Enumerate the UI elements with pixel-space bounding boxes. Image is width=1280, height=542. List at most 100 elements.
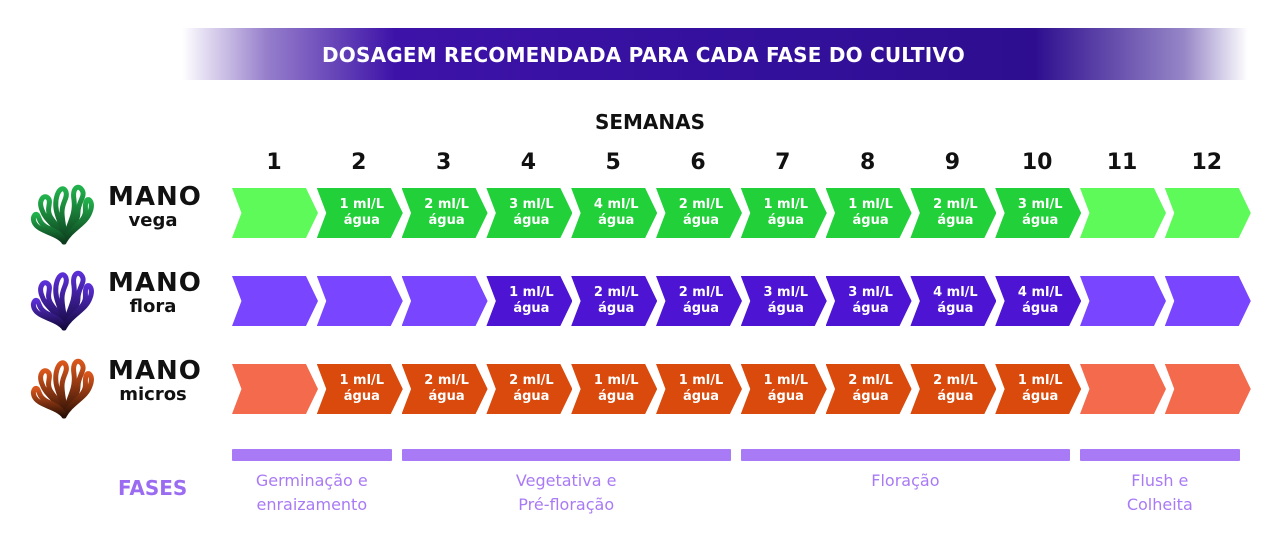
week-number: 11	[1106, 150, 1138, 175]
phase-bar	[1080, 449, 1240, 461]
dosage-cell	[1080, 276, 1166, 326]
week-number: 10	[1021, 150, 1053, 175]
dosage-cell: 2 ml/L água	[825, 364, 912, 414]
dosage-cell: 3 ml/L água	[825, 276, 912, 326]
brand-name: MANO	[108, 356, 202, 386]
product-logo-vega: MANO vega	[28, 176, 218, 246]
plant-logo-icon	[31, 270, 94, 331]
dosage-cell: 1 ml/L água	[571, 364, 658, 414]
phase-label: Vegetativa e Pré-floração	[515, 471, 617, 514]
dosage-cell: 2 ml/L água	[910, 188, 997, 238]
plant-logo-icon	[31, 184, 94, 245]
dosage-cell: 1 ml/L água	[316, 188, 403, 238]
product-name: flora	[129, 296, 177, 317]
brand-name: MANO	[108, 182, 202, 212]
dosage-row-vega: 1 ml/L água 2 ml/L água 3 ml/L água 4 ml/L …	[0, 188, 1280, 238]
dosage-cell: 4 ml/L água	[910, 276, 997, 326]
dosage-cell: 2 ml/L água	[656, 188, 742, 238]
phases-label: FASES	[118, 476, 188, 500]
title-banner: DOSAGEM RECOMENDADA PARA CADA FASE DO CU…	[182, 28, 1248, 80]
week-number: 12	[1191, 150, 1223, 175]
dosage-cell	[1080, 188, 1166, 238]
dosage-text: 4 ml/L água	[1017, 285, 1063, 316]
dosage-cell: 4 ml/L água	[571, 188, 658, 238]
dosage-cell	[1080, 364, 1166, 414]
dosage-text: 1 ml/L água	[1017, 373, 1063, 404]
week-number: 5	[605, 150, 621, 175]
dosage-cell: 2 ml/L água	[910, 364, 997, 414]
dosage-cell	[1164, 188, 1251, 238]
dosage-cell: 1 ml/L água	[825, 188, 912, 238]
dosage-text: 3 ml/L água	[848, 285, 893, 316]
dosage-cell: 2 ml/L água	[401, 364, 488, 414]
dosage-text: 1 ml/L água	[763, 373, 809, 404]
page-title: DOSAGEM RECOMENDADA PARA CADA FASE DO CU…	[322, 43, 965, 67]
dosage-row-flora: 1 ml/L água 2 ml/L água 2 ml/L água 3 ml/L …	[0, 276, 1280, 326]
dosage-text: 4 ml/L água	[933, 285, 978, 316]
week-number: 9	[944, 150, 961, 175]
week-number: 6	[690, 150, 706, 175]
week-number: 2	[351, 150, 367, 175]
week-number: 8	[859, 150, 876, 175]
dosage-text: 1 ml/L água	[763, 197, 809, 228]
phase-bar	[401, 449, 731, 461]
dosage-cell: 4 ml/L água	[995, 276, 1082, 326]
dosage-cell	[1164, 276, 1251, 326]
dosage-cell	[401, 276, 488, 326]
dosage-text: 2 ml/L água	[593, 285, 639, 316]
phase-label: Flush e Colheita	[1126, 471, 1193, 514]
dosage-text: 2 ml/L água	[424, 197, 469, 228]
week-number: 1	[266, 150, 282, 175]
dosage-text: 2 ml/L água	[678, 197, 724, 228]
product-name: micros	[119, 384, 187, 405]
dosage-text: 1 ml/L água	[593, 373, 639, 404]
dosage-text: 3 ml/L água	[763, 285, 809, 316]
dosage-text: 2 ml/L água	[933, 197, 978, 228]
dosage-text: 1 ml/L água	[848, 197, 893, 228]
dosage-cell: 1 ml/L água	[486, 276, 573, 326]
phase-label: Floração	[871, 471, 940, 490]
dosage-text: 3 ml/L água	[1017, 197, 1063, 228]
dosage-cell	[232, 188, 318, 238]
product-name: vega	[128, 210, 178, 231]
dosage-text: 2 ml/L água	[933, 373, 978, 404]
dosage-text: 2 ml/L água	[848, 373, 893, 404]
dosage-cell: 1 ml/L água	[656, 364, 742, 414]
plant-logo-icon	[31, 358, 94, 419]
product-logo-micros: MANO micros	[28, 350, 218, 420]
dosage-text: 2 ml/L água	[678, 285, 724, 316]
week-number: 7	[775, 150, 791, 175]
dosage-text: 1 ml/L água	[339, 373, 385, 404]
dosage-cell: 2 ml/L água	[486, 364, 573, 414]
dosage-cell	[316, 276, 403, 326]
dosage-text: 1 ml/L água	[678, 373, 724, 404]
dosage-cell	[232, 364, 318, 414]
dosage-text: 2 ml/L água	[424, 373, 469, 404]
phase-bar	[740, 449, 1070, 461]
dosage-cell	[232, 276, 318, 326]
dosage-cell: 3 ml/L água	[486, 188, 573, 238]
product-logo-flora: MANO flora	[28, 262, 218, 332]
dosage-cell: 2 ml/L água	[571, 276, 658, 326]
dosage-row-micros: 1 ml/L água 2 ml/L água 2 ml/L água 1 ml/L …	[0, 364, 1280, 414]
dosage-cell: 3 ml/L água	[740, 276, 827, 326]
week-number: 3	[435, 150, 452, 175]
dosage-cell: 3 ml/L água	[995, 188, 1082, 238]
dosage-cell: 2 ml/L água	[401, 188, 488, 238]
dosage-text: 2 ml/L água	[509, 373, 554, 404]
dosage-cell: 1 ml/L água	[995, 364, 1082, 414]
dosage-text: 1 ml/L água	[509, 285, 554, 316]
dosage-text: 3 ml/L água	[509, 197, 554, 228]
dosage-text: 4 ml/L água	[593, 197, 639, 228]
phase-label: Germinação e enraizamento	[255, 471, 368, 514]
week-number: 4	[520, 150, 537, 175]
dosage-cell	[1164, 364, 1251, 414]
brand-name: MANO	[108, 268, 202, 298]
dosage-text: 1 ml/L água	[339, 197, 385, 228]
dosage-cell: 1 ml/L água	[316, 364, 403, 414]
dosage-cell: 1 ml/L água	[740, 188, 827, 238]
weeks-label: SEMANAS	[594, 110, 706, 134]
dosage-cell: 2 ml/L água	[656, 276, 742, 326]
phase-bar	[232, 449, 392, 461]
dosage-cell: 1 ml/L água	[740, 364, 827, 414]
